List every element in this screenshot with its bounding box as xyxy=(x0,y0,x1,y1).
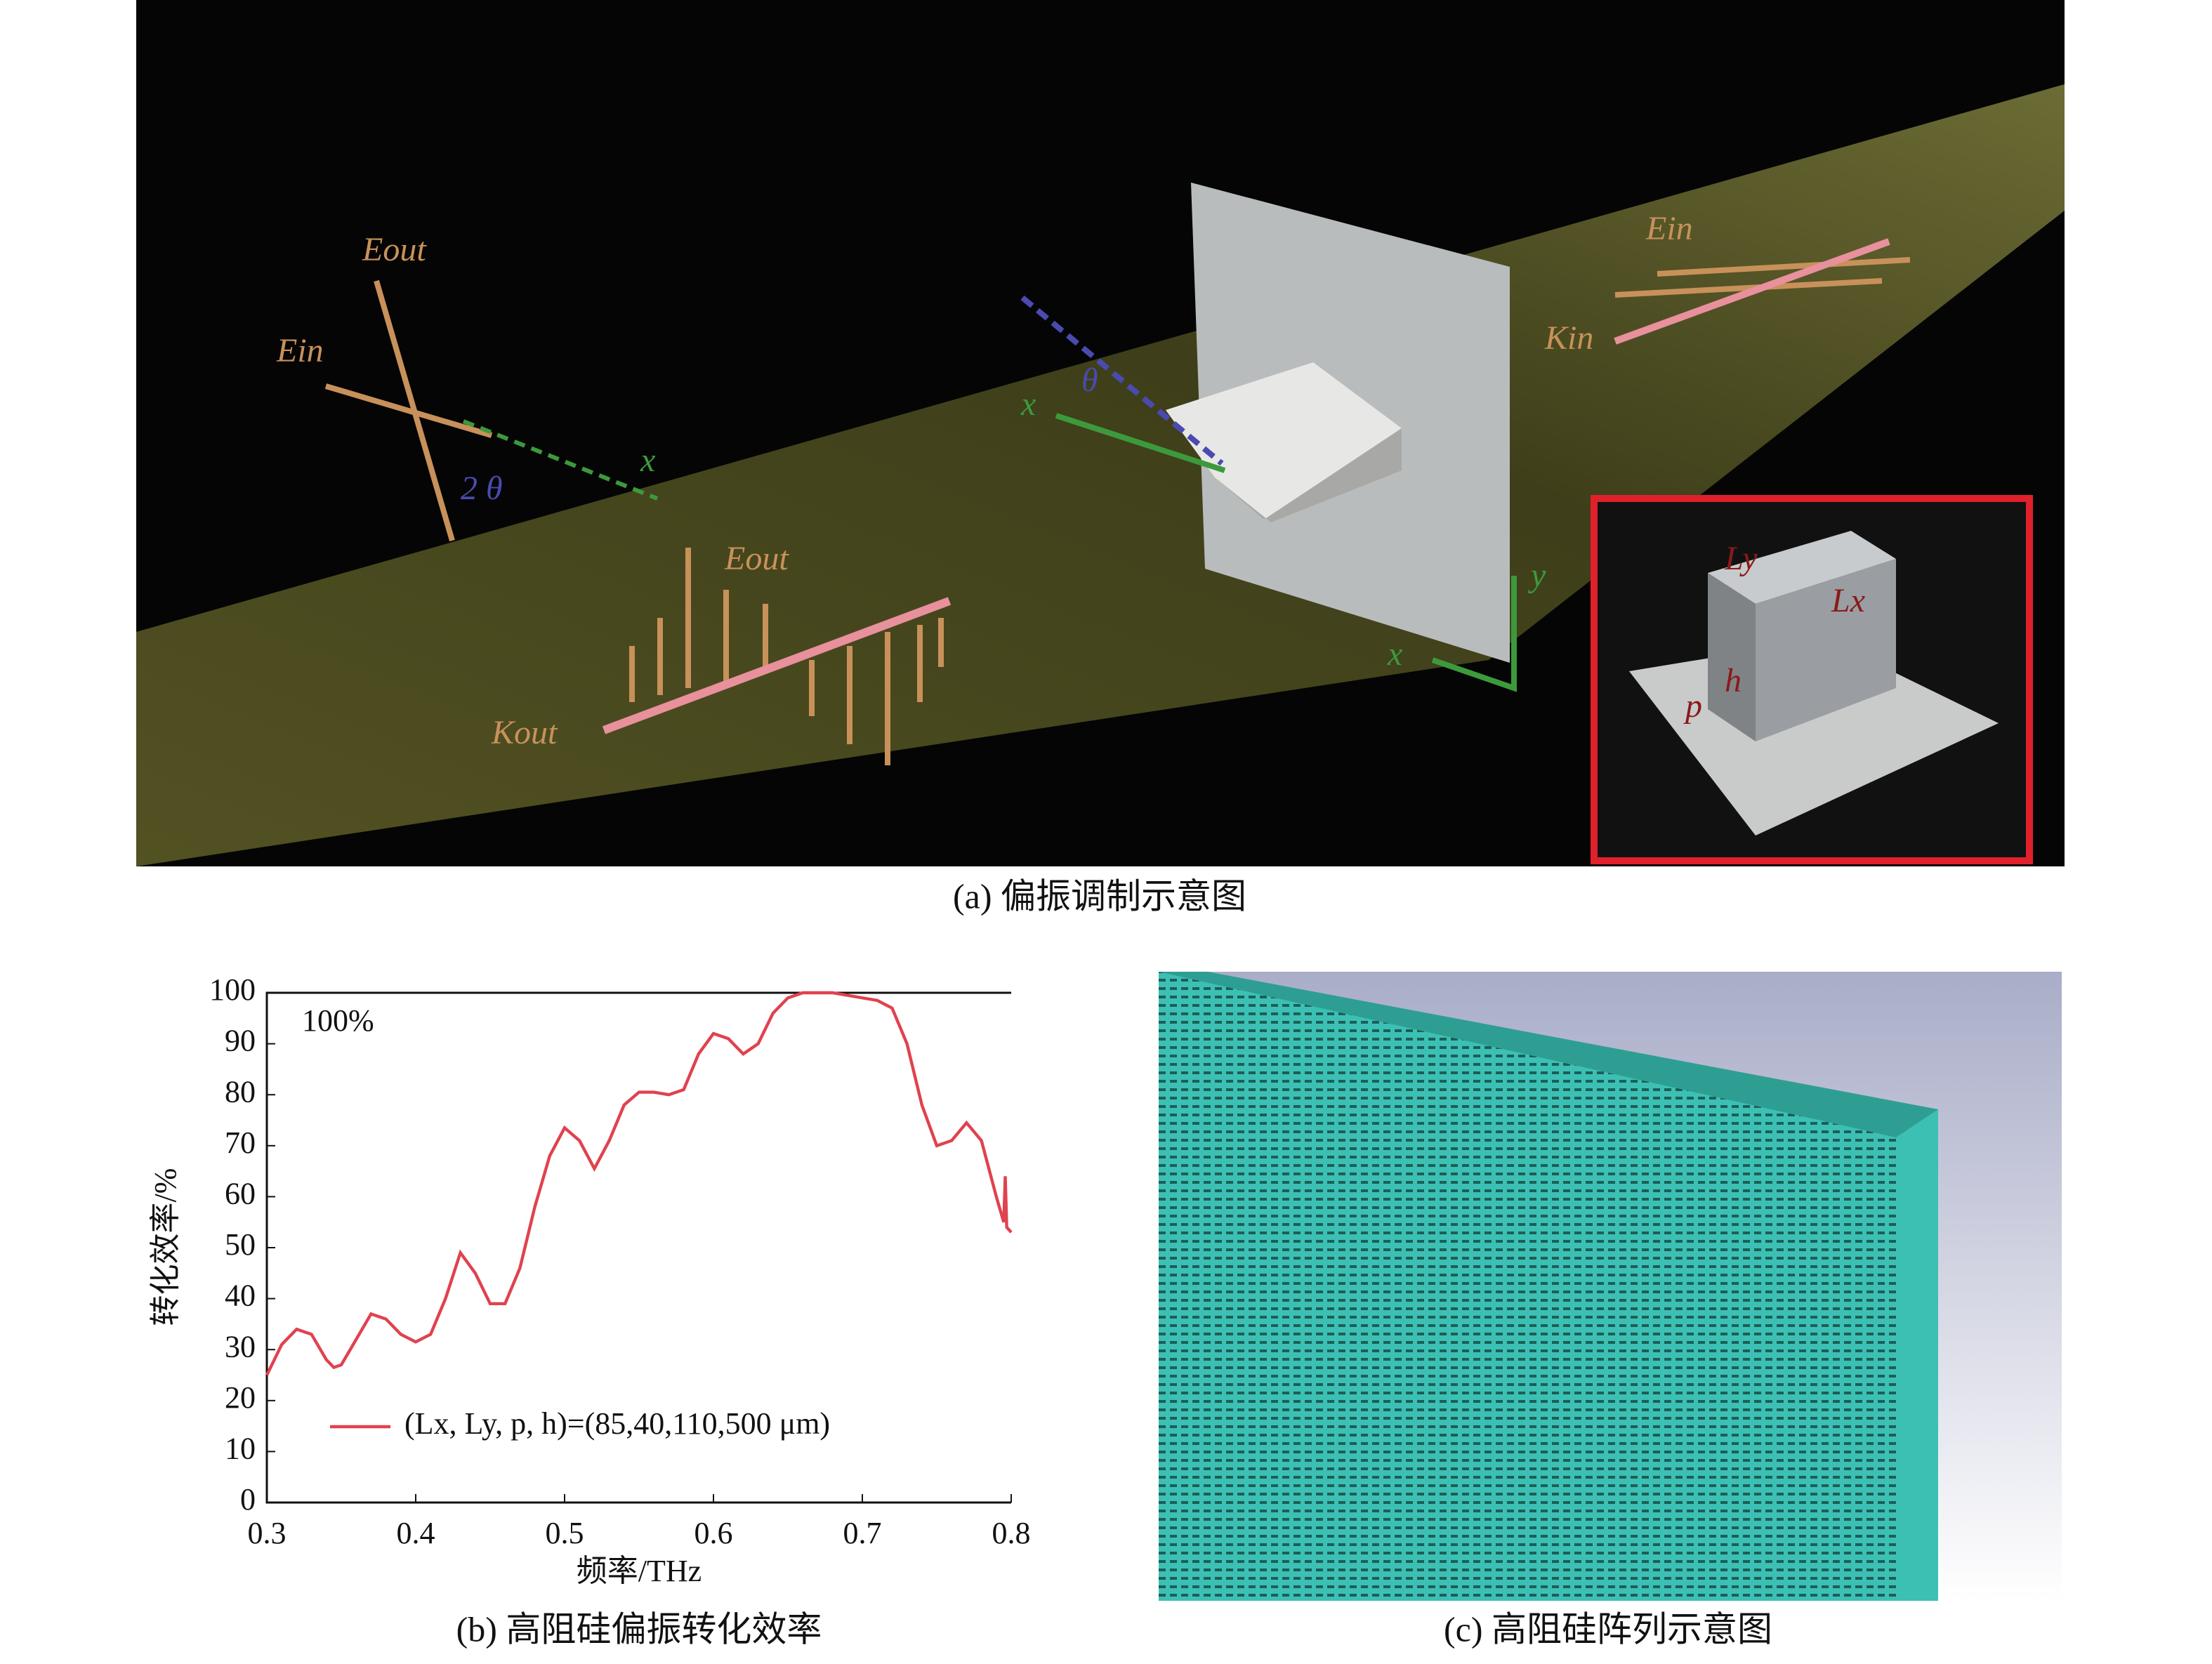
y-tick-label: 30 xyxy=(225,1329,256,1363)
caption: (c) 高阻硅阵列示意图 xyxy=(1444,1609,1772,1649)
x-tick-label: 0.8 xyxy=(992,1516,1031,1550)
axes-arrows xyxy=(1431,576,1517,692)
y-tick-label: 60 xyxy=(225,1176,256,1210)
label: x xyxy=(640,442,655,479)
panel-c: (c) 高阻硅阵列示意图 xyxy=(1159,972,2062,1649)
label: h xyxy=(1725,662,1742,699)
inset-pillar-side xyxy=(1708,573,1756,741)
label: Eout xyxy=(724,540,789,577)
y-tick-label: 0 xyxy=(240,1482,256,1517)
beam xyxy=(136,84,2065,866)
label: Ein xyxy=(276,332,324,369)
panel-a: Eout Ein x 2 θ Eout Kout x θ Ein Kin y x… xyxy=(136,0,2065,916)
x-tick-label: 0.5 xyxy=(546,1516,584,1550)
x-dashed xyxy=(462,419,659,501)
x-tick-label: 0.6 xyxy=(694,1516,733,1550)
x-axis-label: 频率/THz xyxy=(577,1554,702,1588)
y-tick-label: 50 xyxy=(225,1227,256,1262)
array xyxy=(1159,972,1938,1601)
x-tick-label: 0.4 xyxy=(397,1516,435,1550)
caption: (a) 偏振调制示意图 xyxy=(953,876,1246,916)
y-tick-label: 10 xyxy=(225,1431,256,1465)
label: Kin xyxy=(1544,319,1593,357)
inset-pillar-top xyxy=(1708,531,1896,604)
theta-dashed xyxy=(1020,295,1224,466)
x-arrow xyxy=(1055,413,1226,473)
x-tick-label: 0.7 xyxy=(843,1516,882,1550)
kout-arrow xyxy=(602,597,952,734)
label: Eout xyxy=(362,231,427,268)
label: θ xyxy=(1081,362,1098,399)
kin-arrow xyxy=(1614,238,1890,345)
label: Ein xyxy=(1645,210,1693,247)
panel-b: 转化效率/% 频率/THz 100% (Lx, Ly, p, h)=(85,40… xyxy=(148,972,1030,1649)
inset-pillar-front xyxy=(1756,559,1896,741)
arrows xyxy=(324,257,1911,765)
caption: (b) 高阻硅偏振转化效率 xyxy=(456,1609,822,1649)
array-edge xyxy=(1159,972,1938,1137)
label: Lx xyxy=(1831,582,1865,619)
y-tick-label: 100 xyxy=(209,972,256,1007)
y-tick-label: 80 xyxy=(225,1074,256,1109)
label: 2 θ xyxy=(461,470,503,507)
legend-label: (Lx, Ly, p, h)=(85,40,110,500 μm) xyxy=(404,1406,830,1441)
annotation: 100% xyxy=(302,1003,374,1038)
y-axis-label: 转化效率/% xyxy=(148,1168,183,1326)
label: p xyxy=(1683,687,1702,725)
label: y xyxy=(1527,557,1546,594)
label: x xyxy=(1020,385,1036,423)
label: Kout xyxy=(491,714,558,751)
array-side xyxy=(1896,1109,1938,1601)
block-side xyxy=(1215,428,1402,522)
x-tick-label: 0.3 xyxy=(248,1516,287,1550)
line xyxy=(265,991,1013,1376)
y-tick-label: 40 xyxy=(225,1279,256,1313)
label: x xyxy=(1387,635,1402,673)
label: Ly xyxy=(1724,540,1758,577)
y-tick-label: 90 xyxy=(225,1024,256,1058)
block xyxy=(1166,362,1402,520)
y-tick-label: 20 xyxy=(225,1380,256,1415)
y-tick-label: 70 xyxy=(225,1125,256,1160)
